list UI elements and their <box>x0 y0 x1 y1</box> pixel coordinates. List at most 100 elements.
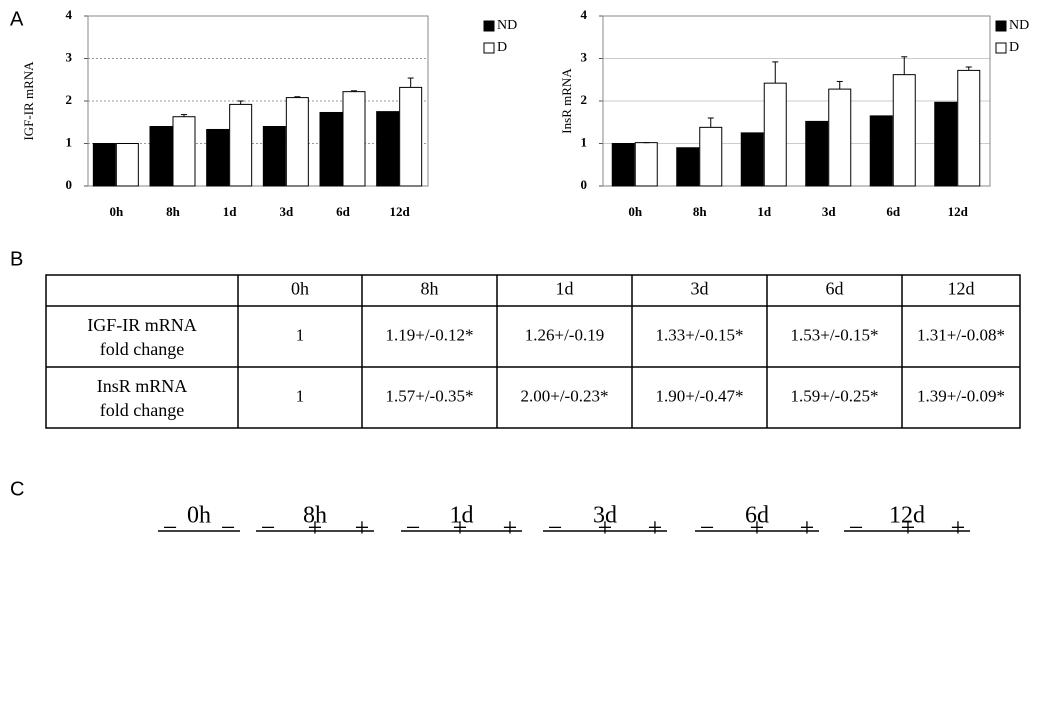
legend-swatch <box>996 21 1006 31</box>
timepoint-label: 0h <box>187 503 211 529</box>
lane-sign: + <box>598 513 613 542</box>
table-cell: 1.39+/-0.09* <box>917 386 1005 405</box>
legend-swatch <box>996 43 1006 53</box>
legend-swatch <box>484 21 494 31</box>
legend-label: ND <box>1009 18 1029 33</box>
x-tick-label: 1d <box>757 204 772 219</box>
y-tick-label: 4 <box>66 7 73 22</box>
bar <box>806 121 828 186</box>
y-axis-label: InsR mRNA <box>559 68 574 134</box>
bar <box>343 92 365 186</box>
legend-label: D <box>1009 40 1019 55</box>
table-cell: 1.31+/-0.08* <box>917 325 1005 344</box>
bar <box>935 102 957 186</box>
y-tick-label: 3 <box>581 49 588 64</box>
error-bar <box>837 81 843 89</box>
error-bar <box>708 118 714 127</box>
y-tick-label: 4 <box>581 7 588 22</box>
table-cell: 1.90+/-0.47* <box>656 386 744 405</box>
x-tick-label: 3d <box>279 204 294 219</box>
figure-canvas: A B C 01234IGF-IR mRNA0h8h1d3d6d12dNDD01… <box>0 0 1038 726</box>
bar <box>635 143 657 186</box>
table-cell: 2.00+/-0.23* <box>521 386 609 405</box>
error-bar <box>966 67 972 70</box>
lane-sign: + <box>355 513 370 542</box>
y-tick-label: 1 <box>581 134 588 149</box>
bar <box>870 116 892 186</box>
table-header: 12d <box>948 279 975 299</box>
bar <box>700 127 722 186</box>
bar <box>741 133 763 186</box>
y-tick-label: 1 <box>66 134 73 149</box>
table-cell: 1 <box>296 325 305 344</box>
bar <box>829 89 851 186</box>
bar <box>207 129 229 186</box>
lane-sign: − <box>163 513 178 542</box>
lane-sign: + <box>750 513 765 542</box>
bar <box>677 148 699 186</box>
lane-sign: − <box>548 513 563 542</box>
lane-sign: + <box>800 513 815 542</box>
table-header: 1d <box>556 279 574 299</box>
panel-label: A <box>10 8 24 30</box>
error-bar <box>901 57 907 75</box>
bar <box>320 112 342 186</box>
y-tick-label: 3 <box>66 49 73 64</box>
bar <box>93 144 115 187</box>
y-tick-label: 2 <box>66 92 73 107</box>
lane-sign: − <box>700 513 715 542</box>
bar <box>150 127 172 187</box>
lane-sign: + <box>453 513 468 542</box>
row-label-box: InsR mRNA fold change <box>46 367 238 428</box>
bar <box>893 75 915 186</box>
bar <box>230 104 252 186</box>
x-tick-label: 0h <box>628 204 643 219</box>
x-tick-label: 12d <box>948 204 969 219</box>
table-cell: 1 <box>296 386 305 405</box>
lane-sign: + <box>503 513 518 542</box>
x-tick-label: 1d <box>223 204 238 219</box>
table-cell: 1.26+/-0.19 <box>525 325 604 344</box>
bar <box>958 70 980 186</box>
x-tick-label: 6d <box>336 204 351 219</box>
legend-swatch <box>484 43 494 53</box>
table-header: 3d <box>691 279 709 299</box>
bar <box>377 112 399 186</box>
x-tick-label: 6d <box>886 204 901 219</box>
x-tick-label: 0h <box>109 204 124 219</box>
lane-sign: − <box>221 513 236 542</box>
lane-sign: + <box>308 513 323 542</box>
table-cell: 1.53+/-0.15* <box>791 325 879 344</box>
lane-sign: − <box>261 513 276 542</box>
row-label-box: IGF-IR mRNA fold change <box>46 306 238 367</box>
table-cell: 1.59+/-0.25* <box>791 386 879 405</box>
error-bar <box>238 101 244 104</box>
lane-sign: − <box>406 513 421 542</box>
legend-label: ND <box>497 18 517 33</box>
x-tick-label: 3d <box>822 204 837 219</box>
error-bar <box>408 78 414 87</box>
x-tick-label: 12d <box>390 204 411 219</box>
bar <box>263 127 285 187</box>
row-label: InsR mRNA fold change <box>46 367 238 428</box>
lane-sign: − <box>849 513 864 542</box>
x-tick-label: 8h <box>166 204 181 219</box>
error-bar <box>772 62 778 83</box>
y-tick-label: 0 <box>66 177 73 192</box>
bar <box>116 144 138 187</box>
table-header: 6d <box>826 279 844 299</box>
x-tick-label: 8h <box>693 204 708 219</box>
bar <box>173 117 195 186</box>
panel-label: B <box>10 248 23 270</box>
figure: A B C 01234IGF-IR mRNA0h8h1d3d6d12dNDD01… <box>0 0 1038 726</box>
table-header: 0h <box>291 279 309 299</box>
row-label: IGF-IR mRNA fold change <box>46 306 238 367</box>
bar <box>286 98 308 186</box>
table-cell: 1.19+/-0.12* <box>386 325 474 344</box>
panel-label: C <box>10 478 24 500</box>
bar <box>400 87 422 186</box>
y-tick-label: 2 <box>581 92 588 107</box>
lane-sign: + <box>951 513 966 542</box>
lane-sign: + <box>901 513 916 542</box>
